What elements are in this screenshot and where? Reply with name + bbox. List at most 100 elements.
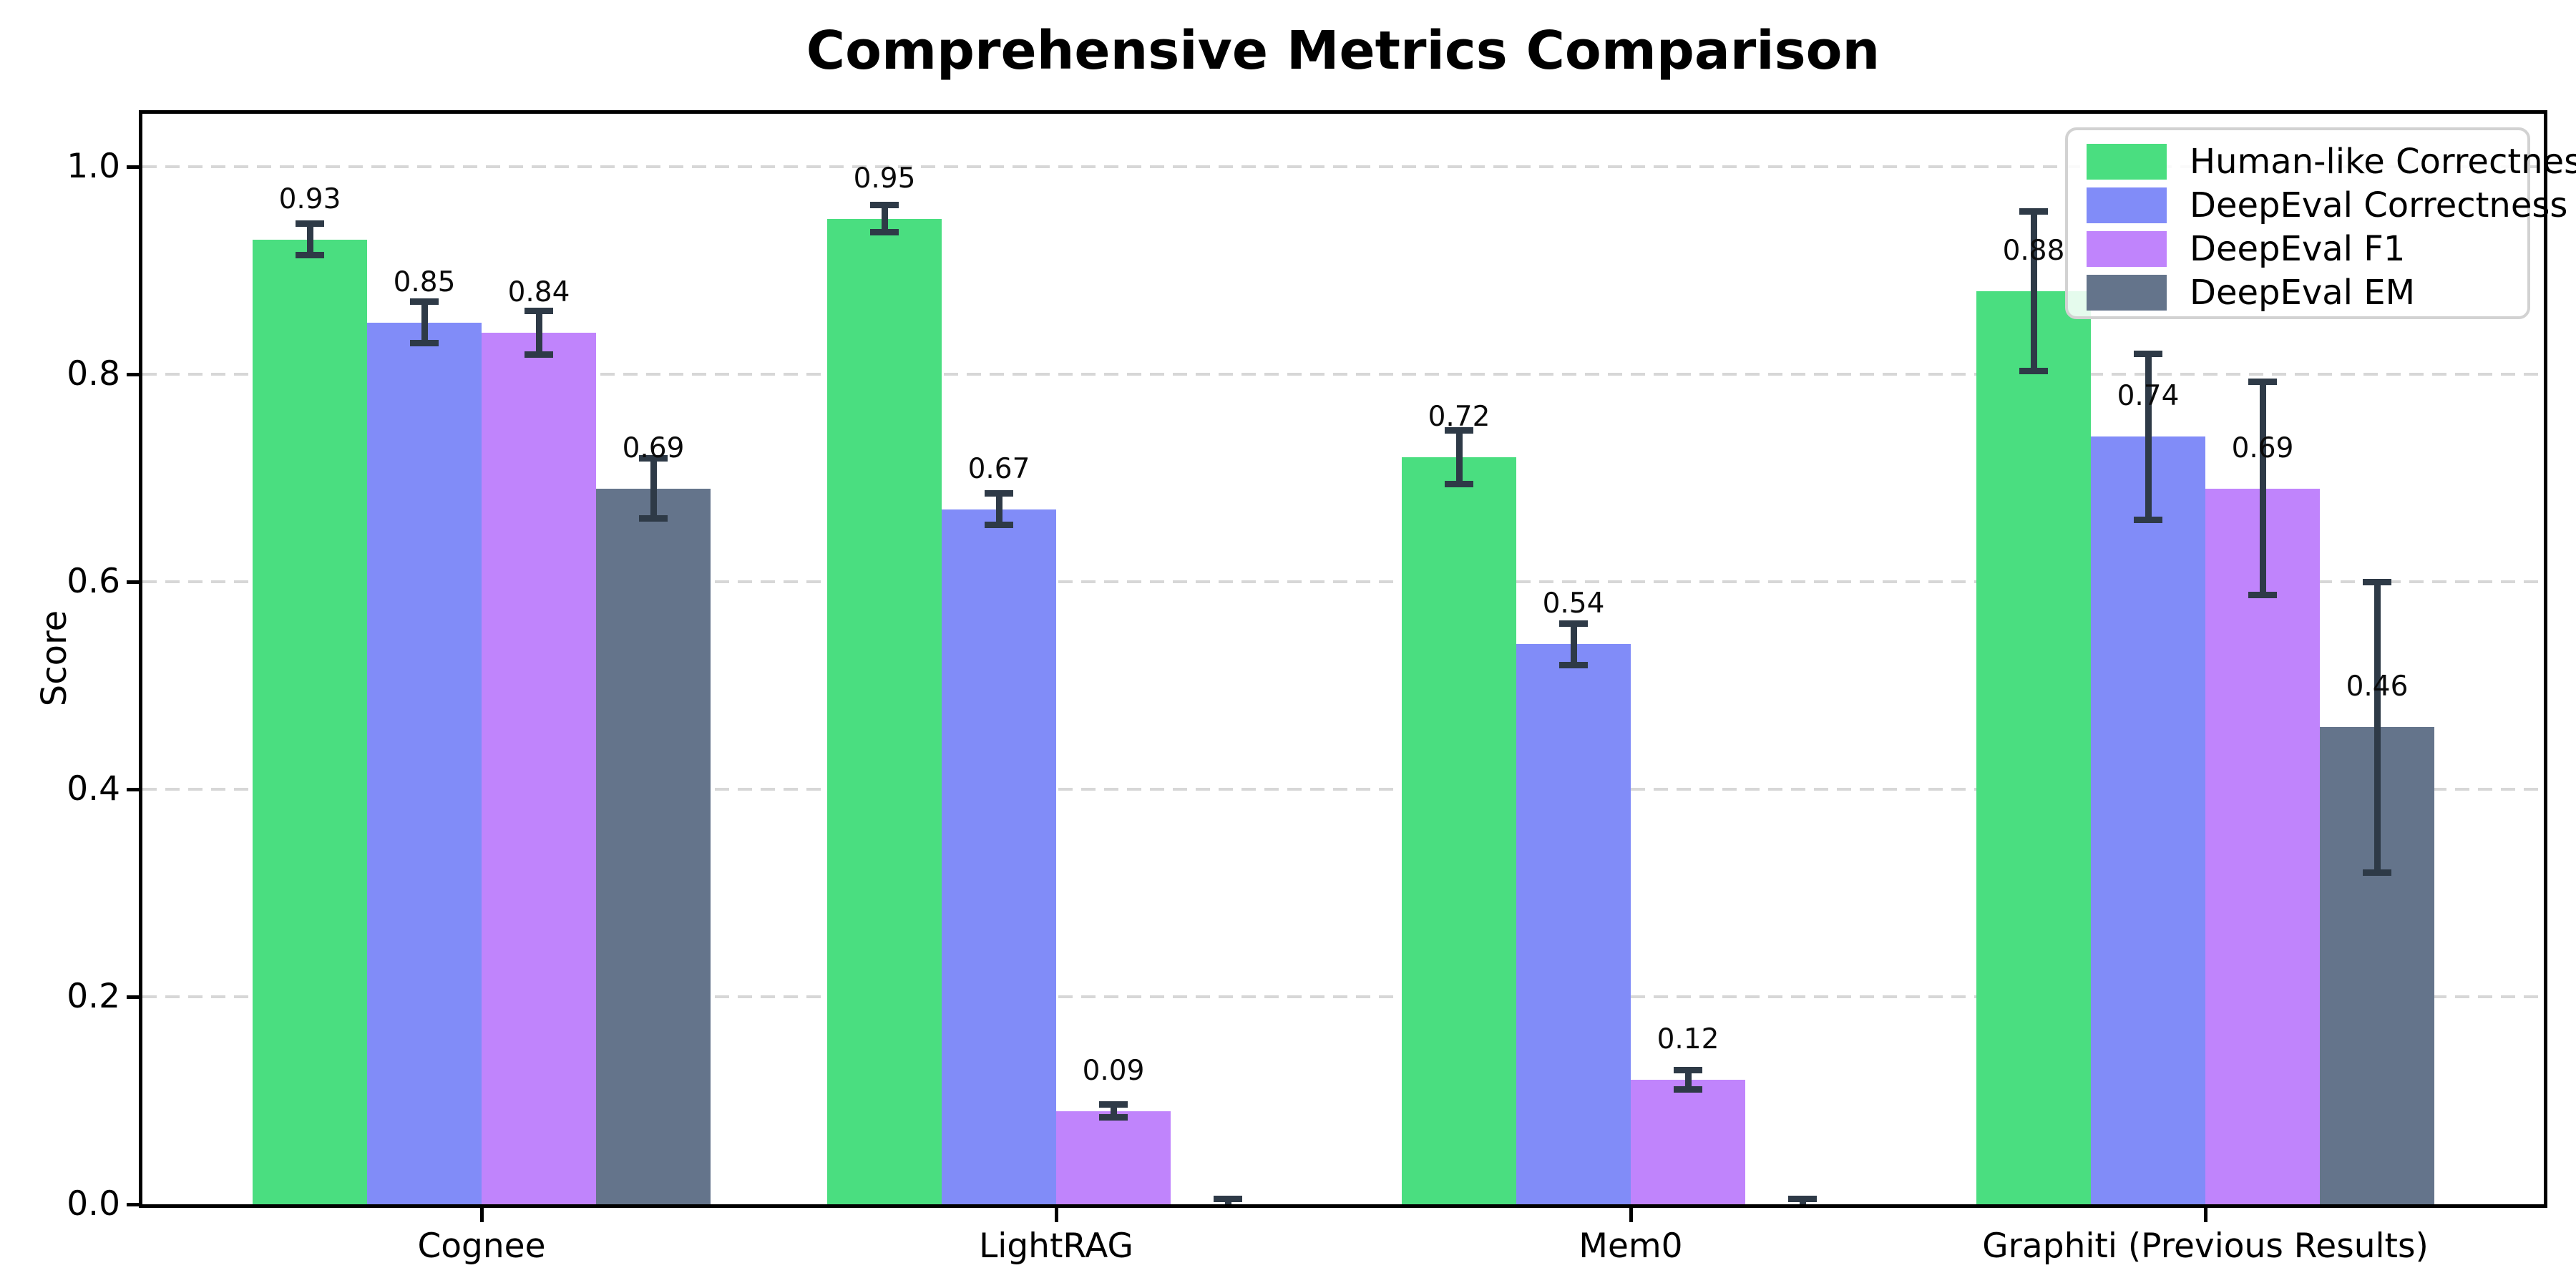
gridline [142, 788, 2544, 791]
error-bar-cap-bottom [985, 521, 1013, 528]
legend-label: DeepEval EM [2190, 273, 2415, 313]
error-bar-cap-top [639, 454, 668, 462]
bar [1631, 1080, 1745, 1204]
legend-row: DeepEval Correctness [2087, 184, 2567, 228]
bar [942, 509, 1056, 1204]
y-tick-label: 1.0 [67, 147, 120, 186]
error-bar-line [421, 301, 428, 343]
error-bar-line [1684, 1070, 1692, 1090]
bar-value-label: 0.09 [1082, 1054, 1145, 1087]
error-bar-cap-bottom [2134, 516, 2162, 523]
error-bar-line [650, 458, 657, 519]
error-bar-cap-top [870, 202, 899, 209]
bar [1056, 1111, 1171, 1204]
bar-value-label: 0.69 [2231, 431, 2294, 464]
error-bar-cap-bottom [410, 340, 439, 346]
bar [1976, 291, 2091, 1204]
x-tick-label: Cognee [417, 1226, 546, 1266]
bar [253, 239, 367, 1204]
error-bar-cap-top [1559, 620, 1588, 627]
gridline [142, 995, 2544, 998]
legend-swatch [2087, 231, 2167, 267]
y-tick-label: 0.8 [67, 354, 120, 394]
bar-value-label: 0.88 [2002, 235, 2065, 267]
error-bar-cap-top [2134, 350, 2162, 357]
error-bar-cap-top [2019, 208, 2048, 215]
error-bar-line [1455, 430, 1463, 484]
y-tick-label: 0.4 [67, 769, 120, 809]
legend-swatch [2087, 144, 2167, 180]
y-tick-mark [127, 372, 142, 376]
bar [2091, 436, 2205, 1204]
bar-value-label: 0.54 [1542, 587, 1605, 620]
error-bar-cap-top [525, 308, 553, 315]
x-tick-mark [1629, 1208, 1633, 1222]
bar-value-label: 0.67 [967, 452, 1030, 485]
error-bar-line [881, 205, 888, 233]
error-bar-cap-bottom [1674, 1085, 1702, 1093]
error-bar-cap-top [985, 490, 1013, 497]
bar [827, 218, 942, 1204]
error-bar-cap-top [2363, 578, 2391, 585]
legend-label: DeepEval F1 [2190, 229, 2406, 269]
error-bar-cap-top [2248, 378, 2277, 385]
y-axis-label: Score [34, 610, 74, 707]
x-tick-mark [479, 1208, 484, 1222]
legend-swatch [2087, 275, 2167, 311]
y-tick-mark [127, 787, 142, 791]
error-bar-line [2373, 582, 2381, 872]
error-bar-cap-bottom [525, 351, 553, 358]
error-bar-cap-top [296, 220, 324, 228]
error-bar-line [535, 311, 542, 355]
legend-label: Human-like Correctness [2190, 142, 2576, 182]
bar [2205, 488, 2320, 1204]
error-bar-line [995, 493, 1002, 525]
bar-value-label: 0.12 [1657, 1023, 1719, 1055]
legend-row: DeepEval F1 [2087, 228, 2527, 271]
error-bar-cap-bottom [2019, 368, 2048, 375]
legend-row: Human-like Correctness [2087, 140, 2576, 184]
y-tick-mark [127, 580, 142, 584]
error-bar-line [306, 223, 313, 255]
y-tick-label: 0.6 [67, 562, 120, 601]
error-bar-cap-top [410, 298, 439, 305]
error-bar-cap-bottom [296, 251, 324, 258]
error-bar-cap-bottom [1559, 661, 1588, 668]
bar [482, 333, 596, 1204]
bar [1402, 457, 1516, 1204]
bar [367, 322, 482, 1204]
error-bar-cap-bottom [2363, 869, 2391, 876]
bar [596, 488, 711, 1204]
error-bar-line [2145, 353, 2152, 519]
x-tick-label: LightRAG [979, 1226, 1133, 1266]
legend-swatch [2087, 187, 2167, 223]
y-tick-label: 0.0 [67, 1184, 120, 1224]
gridline [142, 165, 2544, 168]
bar-value-label: 0.95 [853, 162, 916, 195]
y-tick-mark [127, 995, 142, 999]
bar-value-label: 0.74 [2117, 380, 2180, 412]
legend: Human-like Correctness DeepEval Correctne… [2065, 127, 2576, 319]
gridline [142, 373, 2544, 376]
bar-value-label: 0.46 [2346, 670, 2409, 703]
x-tick-mark [1054, 1208, 1058, 1222]
error-bar-cap-bottom [1445, 481, 1473, 488]
x-tick-label: Mem0 [1579, 1226, 1683, 1266]
y-tick-label: 0.2 [67, 977, 120, 1016]
bar-value-label: 0.93 [278, 182, 341, 215]
legend-label: DeepEval Correctness [2190, 185, 2568, 225]
error-bar-line [2030, 211, 2037, 371]
error-bar-line [1570, 623, 1577, 665]
error-bar-cap-top [1214, 1196, 1242, 1203]
x-tick-label: Graphiti (Previous Results) [1982, 1226, 2429, 1266]
bar-value-label: 0.69 [622, 431, 685, 464]
error-bar-cap-top [1674, 1067, 1702, 1074]
error-bar-cap-bottom [1099, 1113, 1128, 1121]
y-tick-mark [127, 165, 142, 169]
error-bar-cap-bottom [639, 515, 668, 522]
legend-row: DeepEval EM [2087, 271, 2527, 315]
bar-value-label: 0.72 [1428, 401, 1491, 433]
bar-value-label: 0.85 [393, 265, 456, 298]
bar-value-label: 0.84 [507, 276, 570, 308]
